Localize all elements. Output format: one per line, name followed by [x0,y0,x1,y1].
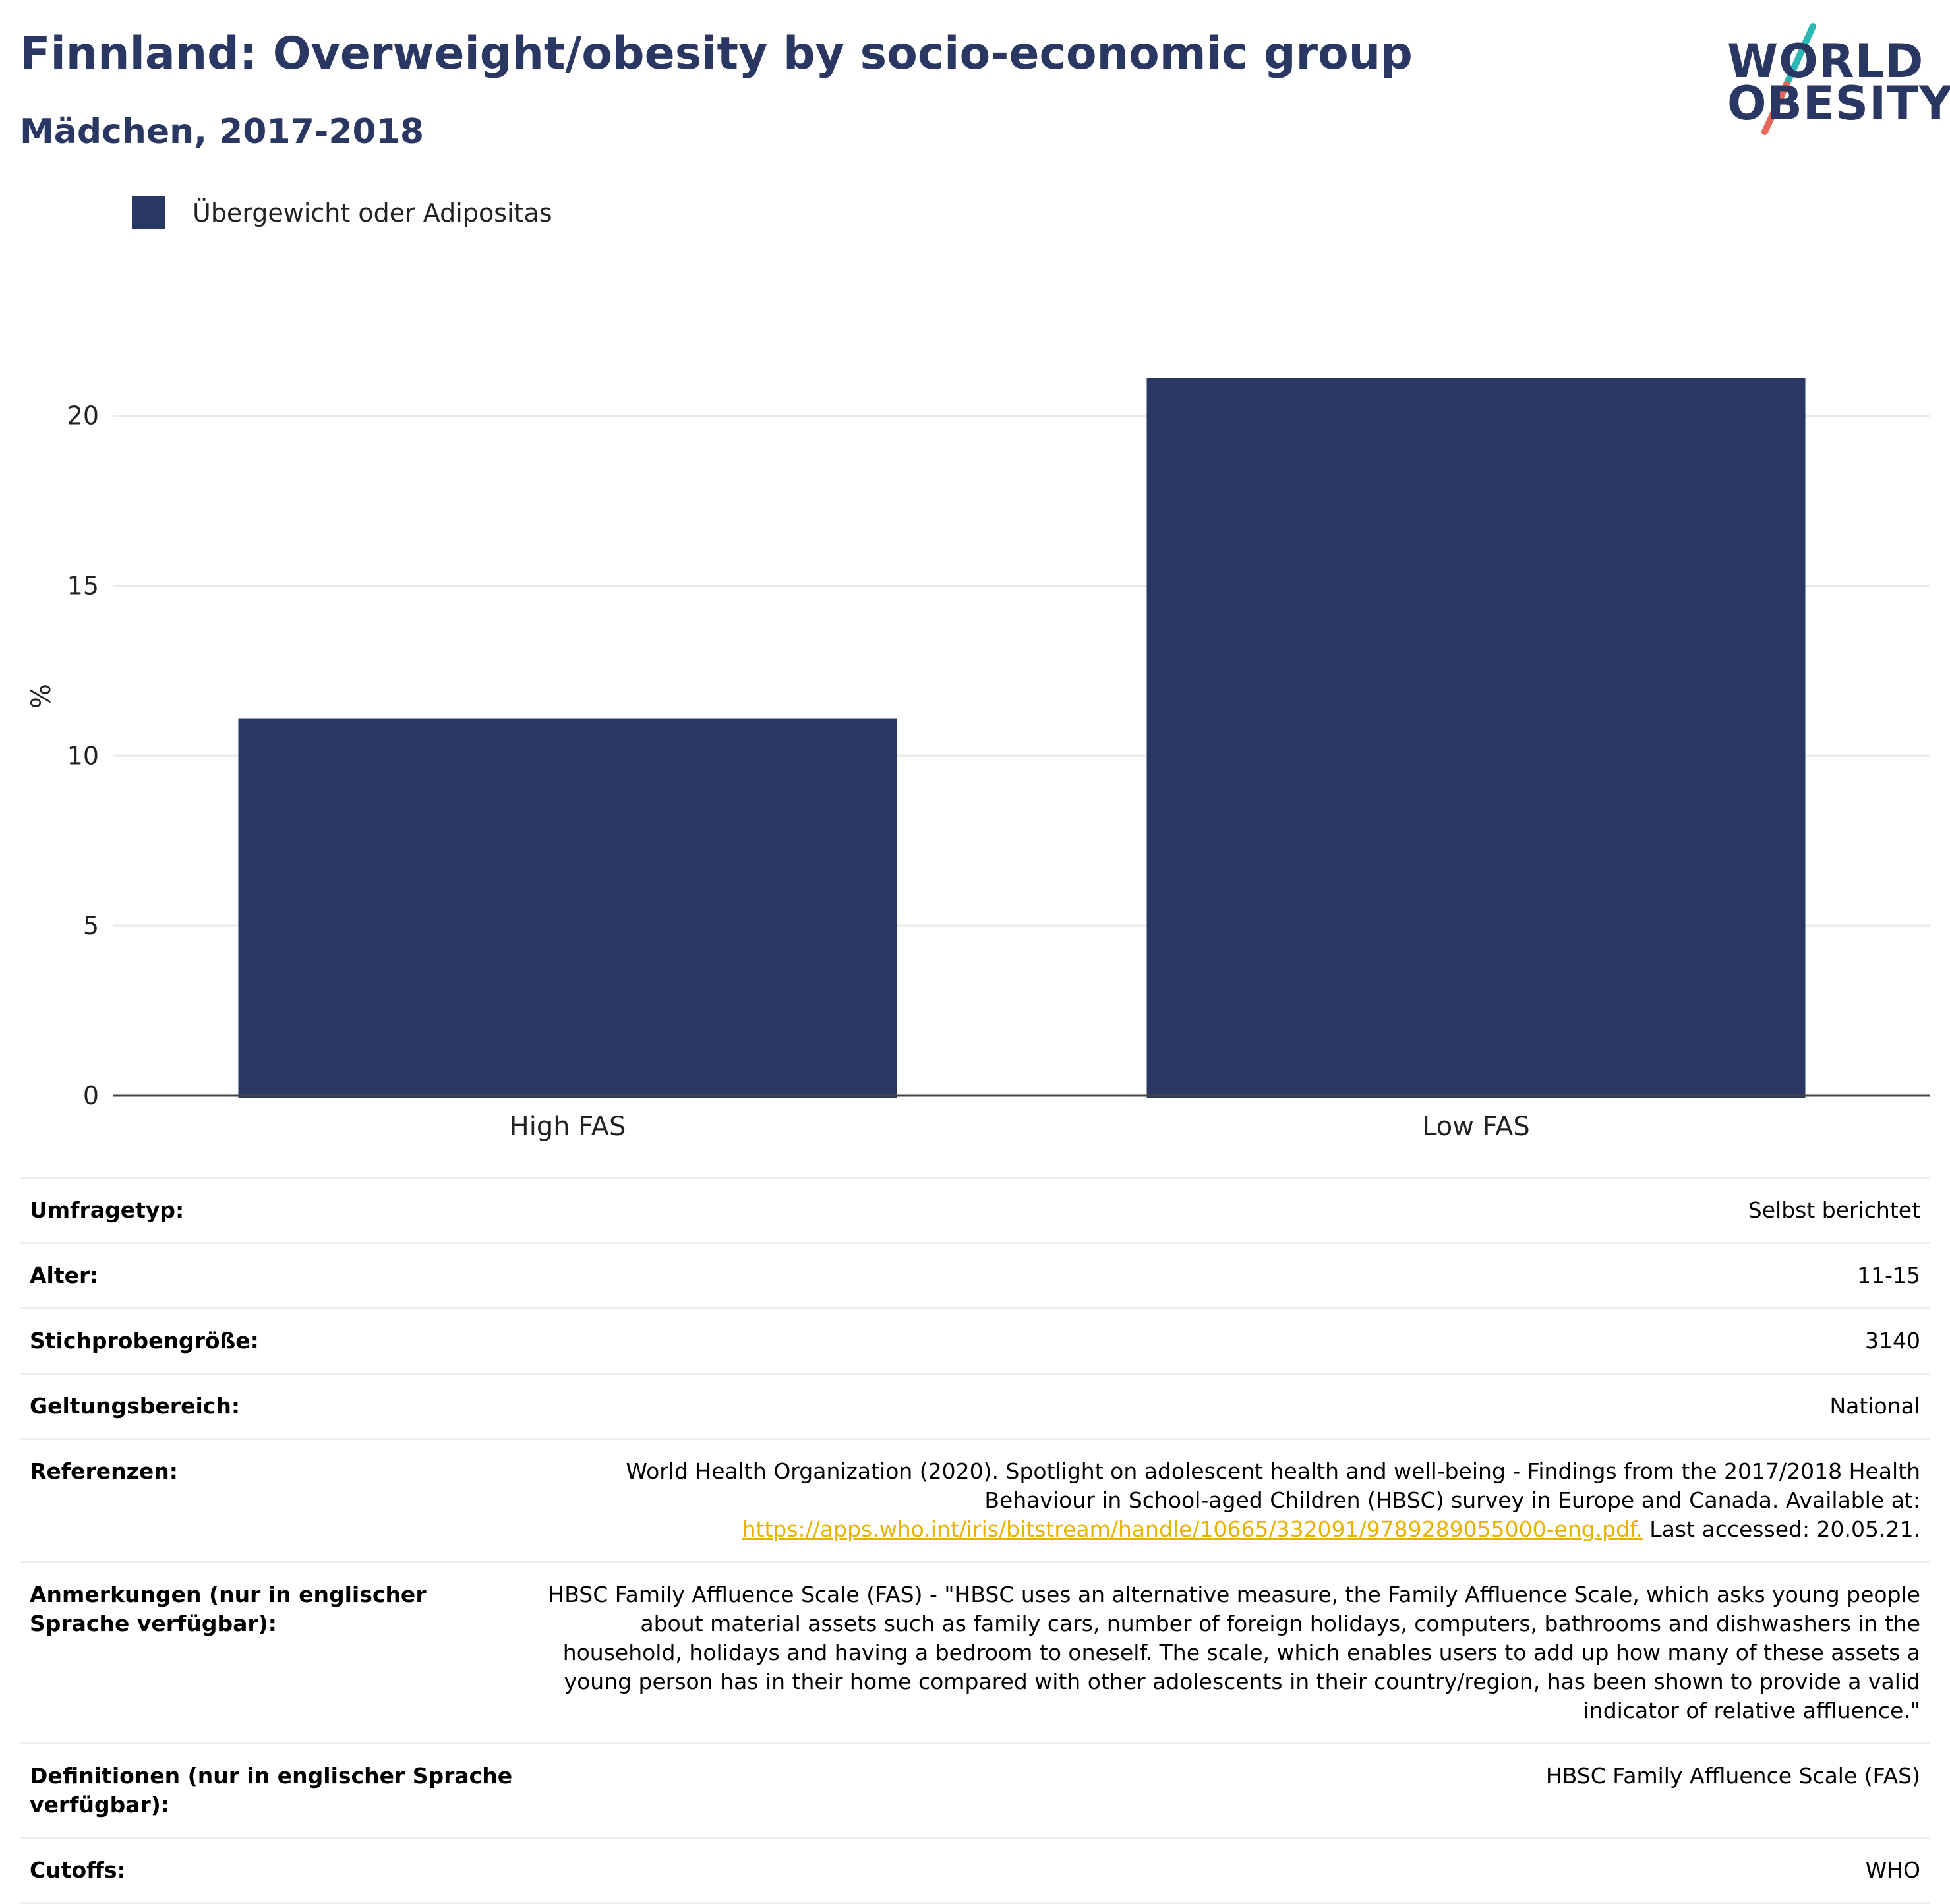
metadata-row: Cutoffs: WHO [20,1839,1930,1904]
logo-slash-icon [1761,23,1816,135]
metadata-key: Referenzen: [30,1458,178,1484]
metadata-row: Alter: 11-15 [20,1244,1930,1309]
metadata-key: Umfragetyp: [30,1197,185,1223]
metadata-row: Anmerkungen (nur in englischer Sprache v… [20,1563,1930,1744]
x-tick-label: Low FAS [1422,1112,1530,1142]
metadata-row: Referenzen: World Health Organization (20… [20,1440,1930,1563]
metadata-key: Geltungsbereich: [30,1393,241,1419]
metadata-value: World Health Organization (2020). Spotli… [544,1457,1920,1544]
bar-low-fas [1146,378,1806,1098]
metadata-value: 11-15 [544,1261,1920,1290]
metadata-value: HBSC Family Affluence Scale (FAS) [544,1762,1920,1820]
metadata-value: WHO [544,1856,1920,1885]
x-tick-label: High FAS [510,1112,626,1142]
legend-swatch [132,196,165,229]
chart-title: Finnland: Overweight/obesity by socio-ec… [20,28,1413,80]
y-tick-label: 5 [83,911,99,940]
metadata-key: Alter: [30,1263,99,1288]
metadata-value: HBSC Family Affluence Scale (FAS) - "HBS… [544,1580,1920,1725]
y-tick-label: 10 [67,741,99,770]
bar-chart: 0 5 10 15 20 High FAS Low FAS% [26,378,1930,1142]
metadata-value: 3140 [544,1326,1920,1355]
metadata-value-text: National [1829,1393,1920,1419]
metadata-key: Cutoffs: [30,1857,126,1883]
legend: Übergewicht oder Adipositas [132,196,552,229]
y-tick-label: 20 [67,402,99,431]
metadata-value-text: 3140 [1865,1328,1920,1354]
logo-word-obesity: OBESITY [1727,76,1950,131]
reference-link[interactable]: https://apps.who.int/iris/bitstream/hand… [742,1516,1643,1542]
logo-word-world: WORLD [1727,34,1924,88]
world-obesity-logo: WORLD OBESITY [1721,20,1950,138]
metadata-value: Selbst berichtet [544,1196,1920,1225]
y-axis-label: % [26,684,57,709]
metadata-table: Umfragetyp: Selbst berichtet Alter: 11-15 St… [20,1177,1930,1904]
legend-label: Übergewicht oder Adipositas [192,198,552,227]
y-tick-label: 15 [67,571,99,600]
metadata-value-text: 11-15 [1857,1263,1920,1288]
metadata-value-text: HBSC Family Affluence Scale (FAS) - "HBS… [548,1582,1920,1723]
metadata-value: National [544,1392,1920,1421]
metadata-value-text: World Health Organization (2020). Spotli… [626,1458,1920,1513]
metadata-value-text: HBSC Family Affluence Scale (FAS) [1545,1763,1920,1789]
metadata-row: Umfragetyp: Selbst berichtet [20,1179,1930,1244]
metadata-value-text: WHO [1865,1857,1920,1883]
metadata-key: Anmerkungen (nur in englischer Sprache v… [30,1582,427,1636]
metadata-value-text: Selbst berichtet [1748,1197,1920,1223]
metadata-key: Definitionen (nur in englischer Sprache … [30,1763,513,1818]
metadata-key: Stichprobengröße: [30,1328,259,1354]
metadata-row: Geltungsbereich: National [20,1375,1930,1440]
metadata-row: Stichprobengröße: 3140 [20,1309,1930,1375]
chart-subtitle: Mädchen, 2017-2018 [20,112,425,152]
metadata-row: Definitionen (nur in englischer Sprache … [20,1744,1930,1839]
y-tick-label: 0 [83,1081,99,1110]
metadata-value-suffix: Last accessed: 20.05.21. [1642,1516,1920,1542]
bar-high-fas [238,718,897,1098]
